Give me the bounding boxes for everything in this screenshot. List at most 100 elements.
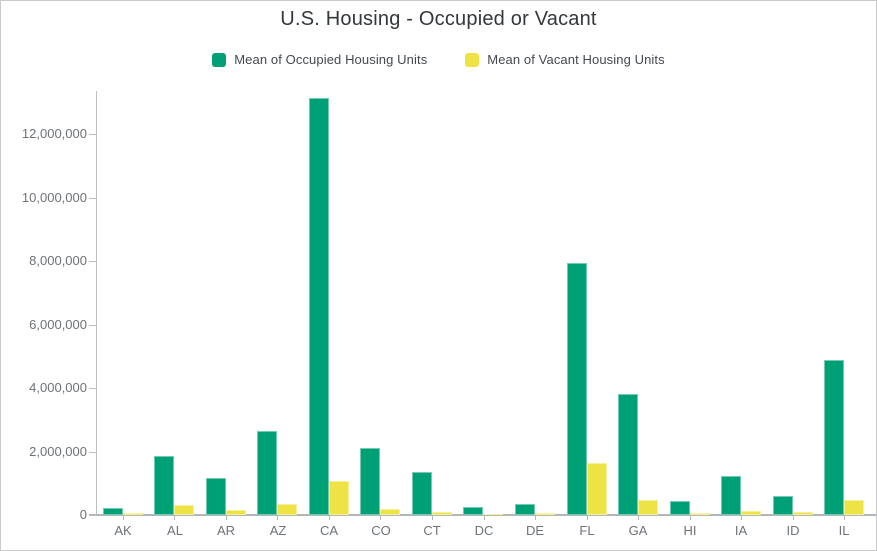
bar-vacant-FL[interactable] [586, 463, 607, 515]
x-axis-label-AR: AR [216, 523, 236, 538]
x-axis-label-DC: DC [474, 523, 494, 538]
bar-vacant-IA[interactable] [741, 511, 762, 515]
y-axis-tick [89, 134, 96, 135]
y-axis-tick [89, 261, 96, 262]
y-axis-label: 8,000,000 [29, 253, 87, 268]
y-axis-tick [89, 198, 96, 199]
category-group-CT [406, 91, 458, 515]
category-group-GA [612, 91, 664, 515]
legend-swatch-vacant [465, 52, 480, 67]
y-axis-label: 2,000,000 [29, 444, 87, 459]
legend-label-vacant: Mean of Vacant Housing Units [487, 52, 665, 67]
category-group-AL [149, 91, 201, 515]
category-group-HI [664, 91, 716, 515]
y-axis-label: 12,000,000 [21, 126, 87, 141]
x-axis-label-FL: FL [579, 523, 595, 538]
x-axis-tick-AZ [277, 516, 278, 520]
bar-vacant-ID[interactable] [792, 512, 813, 515]
legend-item-vacant[interactable]: Mean of Vacant Housing Units [465, 52, 665, 67]
x-axis-tick-GA [638, 516, 639, 520]
y-axis-label: 0 [79, 507, 87, 522]
bar-occupied-CO[interactable] [360, 448, 381, 515]
bar-occupied-IA[interactable] [721, 476, 742, 515]
bar-vacant-AK[interactable] [122, 513, 143, 515]
x-axis-tick-AL [174, 516, 175, 520]
bar-occupied-IL[interactable] [824, 360, 845, 515]
y-axis-label: 6,000,000 [29, 317, 87, 332]
bar-vacant-DE[interactable] [535, 513, 556, 515]
x-axis-tick-CO [380, 516, 381, 520]
bar-occupied-AL[interactable] [154, 456, 175, 515]
y-axis-tick [89, 325, 96, 326]
x-axis-label-GA: GA [628, 523, 648, 538]
x-axis-label-AZ: AZ [269, 523, 287, 538]
x-axis-tick-AR [226, 516, 227, 520]
bar-occupied-AK[interactable] [102, 508, 123, 515]
bar-occupied-CT[interactable] [411, 472, 432, 515]
category-group-IA [715, 91, 767, 515]
category-group-DC [458, 91, 510, 515]
y-axis-label: 4,000,000 [29, 380, 87, 395]
y-axis-label: 10,000,000 [21, 190, 87, 205]
category-group-ID [767, 91, 819, 515]
bar-vacant-IL[interactable] [844, 500, 865, 515]
bar-vacant-AZ[interactable] [277, 504, 298, 515]
bar-occupied-DC[interactable] [463, 507, 484, 515]
x-axis-tick-DE [535, 516, 536, 520]
x-axis-tick-CT [432, 516, 433, 520]
x-axis-tick-DC [484, 516, 485, 520]
x-axis-label-CA: CA [319, 523, 339, 538]
bar-occupied-GA[interactable] [618, 394, 639, 515]
bar-vacant-GA[interactable] [638, 500, 659, 515]
category-group-DE [509, 91, 561, 515]
x-axis-label-ID: ID [786, 523, 800, 538]
bar-vacant-AR[interactable] [225, 510, 246, 515]
x-axis-label-IA: IA [734, 523, 748, 538]
category-group-AR [200, 91, 252, 515]
bar-vacant-DC[interactable] [483, 514, 504, 515]
bar-occupied-FL[interactable] [566, 263, 587, 515]
bars-container [97, 91, 870, 515]
bar-occupied-AZ[interactable] [257, 431, 278, 515]
legend-item-occupied[interactable]: Mean of Occupied Housing Units [212, 52, 427, 67]
x-axis-tick-CA [329, 516, 330, 520]
category-group-AZ [252, 91, 304, 515]
x-axis-tick-FL [587, 516, 588, 520]
y-axis-tick [89, 515, 96, 516]
bar-vacant-CO[interactable] [380, 509, 401, 515]
category-group-CA [303, 91, 355, 515]
x-axis-label-DE: DE [525, 523, 545, 538]
bar-vacant-CT[interactable] [431, 512, 452, 515]
bar-occupied-AR[interactable] [205, 478, 226, 515]
bar-vacant-CA[interactable] [328, 481, 349, 515]
category-group-AK [97, 91, 149, 515]
bar-occupied-CA[interactable] [308, 98, 329, 515]
x-axis-label-AL: AL [167, 523, 183, 538]
category-group-FL [561, 91, 613, 515]
bar-occupied-ID[interactable] [772, 496, 793, 515]
x-axis-label-AK: AK [114, 523, 132, 538]
x-axis-label-IL: IL [838, 523, 850, 538]
y-axis-tick [89, 452, 96, 453]
x-axis-tick-AK [123, 516, 124, 520]
category-group-CO [355, 91, 407, 515]
x-axis-label-HI: HI [683, 523, 697, 538]
x-axis-tick-HI [690, 516, 691, 520]
x-axis-line [89, 514, 876, 516]
x-axis-label-CT: CT [423, 523, 441, 538]
bar-occupied-DE[interactable] [515, 504, 536, 515]
bar-vacant-AL[interactable] [174, 505, 195, 515]
bar-vacant-HI[interactable] [689, 513, 710, 515]
legend-swatch-occupied [212, 52, 227, 67]
x-axis-tick-IA [741, 516, 742, 520]
bar-occupied-HI[interactable] [669, 501, 690, 515]
x-axis-label-CO: CO [371, 523, 391, 538]
x-axis-tick-IL [844, 516, 845, 520]
y-axis-line [96, 91, 97, 515]
chart-title: U.S. Housing - Occupied or Vacant [280, 8, 597, 30]
chart-legend: Mean of Occupied Housing Units Mean of Va… [1, 52, 876, 67]
x-axis-tick-ID [793, 516, 794, 520]
y-axis-tick [89, 388, 96, 389]
